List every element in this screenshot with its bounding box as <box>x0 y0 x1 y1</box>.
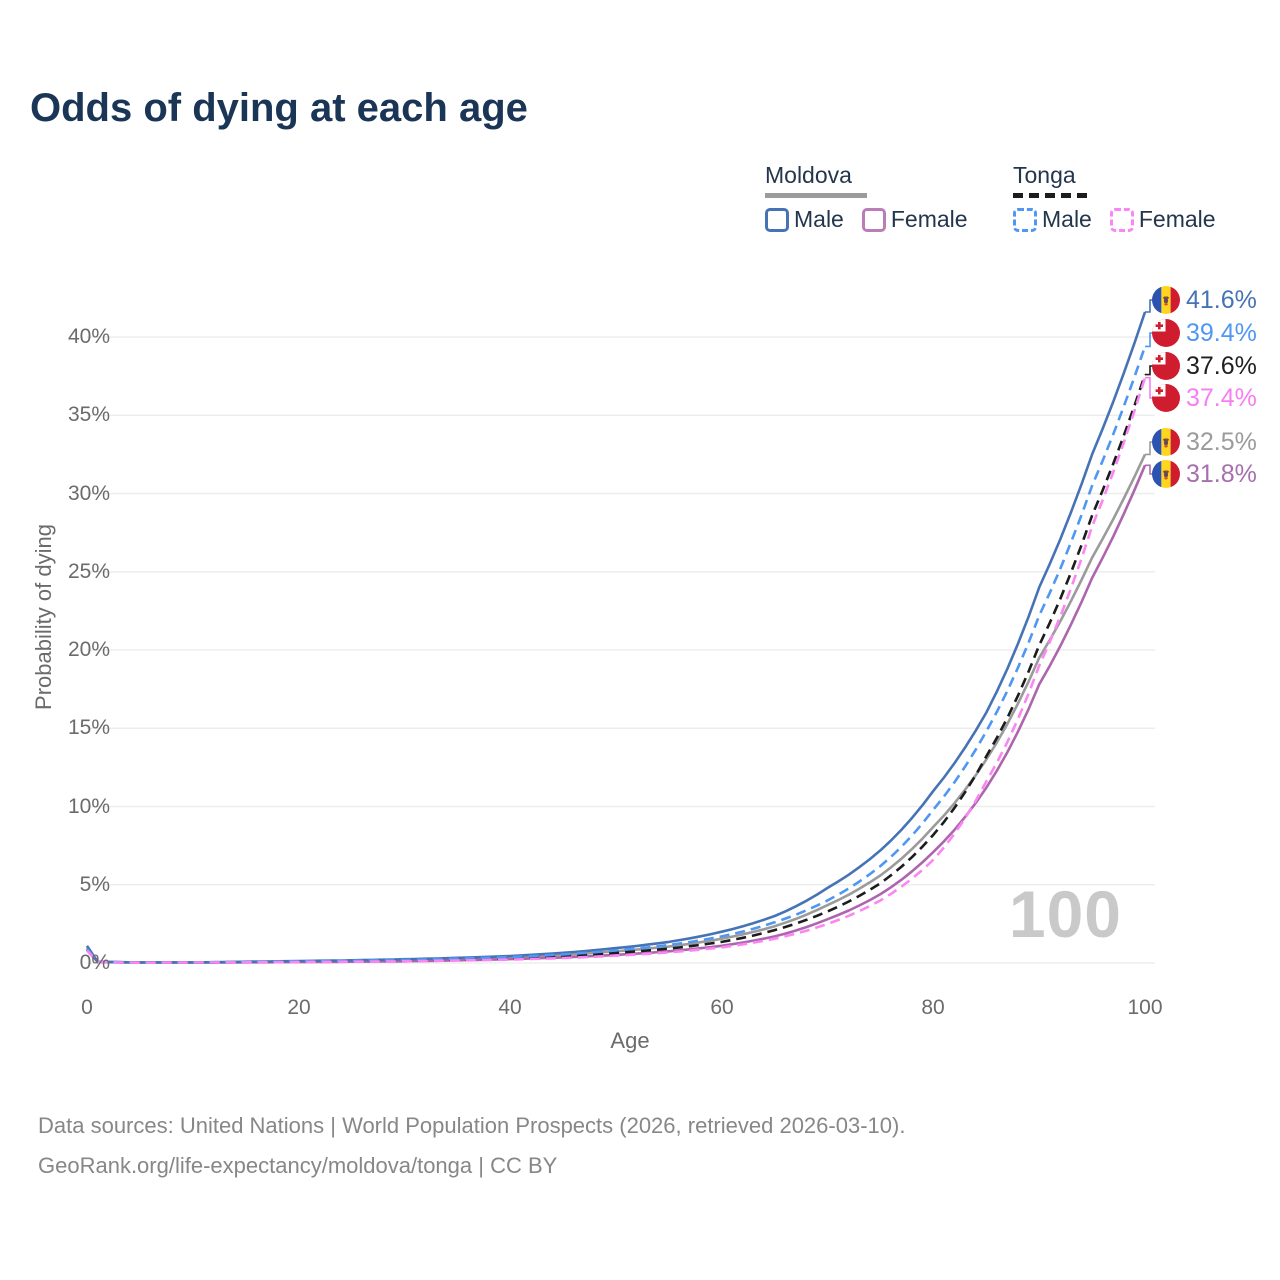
end-label-value: 31.8% <box>1186 459 1257 488</box>
age-counter-watermark: 100 <box>1008 877 1122 951</box>
end-label-value: 39.4% <box>1186 318 1257 347</box>
moldova-female-swatch-icon[interactable] <box>861 207 886 232</box>
legend-country-tonga[interactable]: Tonga <box>1013 162 1076 188</box>
x-axis-title: Age <box>610 1028 650 1053</box>
source-attribution: Data sources: United Nations | World Pop… <box>38 1106 905 1186</box>
end-label-value: 37.6% <box>1186 351 1257 380</box>
moldova-line-style-swatch <box>765 193 867 198</box>
tonga-flag-icon <box>1152 352 1180 380</box>
x-tick-20: 20 <box>287 996 311 1019</box>
x-tick-40: 40 <box>498 996 522 1019</box>
x-tick-100: 100 <box>1127 996 1163 1019</box>
legend-item-moldova-male[interactable]: Male <box>794 206 844 232</box>
tonga-flag-icon <box>1152 319 1180 347</box>
moldova-flag-icon <box>1152 428 1180 456</box>
y-tick-20: 20% <box>67 638 110 661</box>
y-axis-title: Probability of dying <box>31 524 56 710</box>
end-label-value: 37.4% <box>1186 383 1257 412</box>
end-label-row: 41.6% <box>1152 286 1257 314</box>
tonga-female-swatch-icon[interactable] <box>1109 207 1134 232</box>
y-tick-0: 0% <box>79 951 110 974</box>
end-label-row: 37.6% <box>1152 352 1257 380</box>
legend-country-moldova[interactable]: Moldova <box>765 162 852 188</box>
series-line-moldova-both-sexes[interactable] <box>85 453 1147 964</box>
legend-item-tonga-female[interactable]: Female <box>1138 206 1216 232</box>
tonga-flag-icon <box>1152 384 1180 412</box>
moldova-flag-icon <box>1152 286 1180 314</box>
y-tick-35: 35% <box>67 403 110 426</box>
end-label-row: 39.4% <box>1152 319 1257 347</box>
y-tick-40: 40% <box>67 325 110 348</box>
legend-group-tonga: Tonga Male Female <box>1013 162 1234 233</box>
end-label-row: 31.8% <box>1152 460 1257 488</box>
legend-group-moldova: Moldova Male Female <box>765 162 986 233</box>
y-tick-25: 25% <box>67 560 110 583</box>
moldova-flag-icon <box>1152 460 1180 488</box>
x-tick-80: 80 <box>921 996 945 1019</box>
end-label-row: 32.5% <box>1152 428 1257 456</box>
y-tick-15: 15% <box>67 716 110 739</box>
end-label-value: 41.6% <box>1186 285 1257 314</box>
legend-item-tonga-male[interactable]: Male <box>1042 206 1092 232</box>
x-tick-0: 0 <box>81 996 93 1019</box>
tonga-male-swatch-icon[interactable] <box>1013 207 1037 232</box>
tonga-line-style-swatch <box>1013 193 1087 198</box>
moldova-male-swatch-icon[interactable] <box>765 207 789 232</box>
y-tick-30: 30% <box>67 482 110 505</box>
end-label-row: 37.4% <box>1152 384 1257 412</box>
end-label-value: 32.5% <box>1186 427 1257 456</box>
y-tick-10: 10% <box>67 795 110 818</box>
x-tick-60: 60 <box>710 996 734 1019</box>
source-line-2: GeoRank.org/life-expectancy/moldova/tong… <box>38 1153 558 1178</box>
series-line-tonga-male[interactable] <box>85 345 1147 964</box>
page-title: Odds of dying at each age <box>30 86 528 130</box>
y-tick-5: 5% <box>79 873 110 896</box>
series-line-tonga-female[interactable] <box>86 377 1147 964</box>
legend-item-moldova-female[interactable]: Female <box>890 206 968 232</box>
series-line-tonga-both-sexes[interactable] <box>86 374 1147 964</box>
source-line-1: Data sources: United Nations | World Pop… <box>38 1113 906 1138</box>
series-line-moldova-male[interactable] <box>85 311 1147 964</box>
